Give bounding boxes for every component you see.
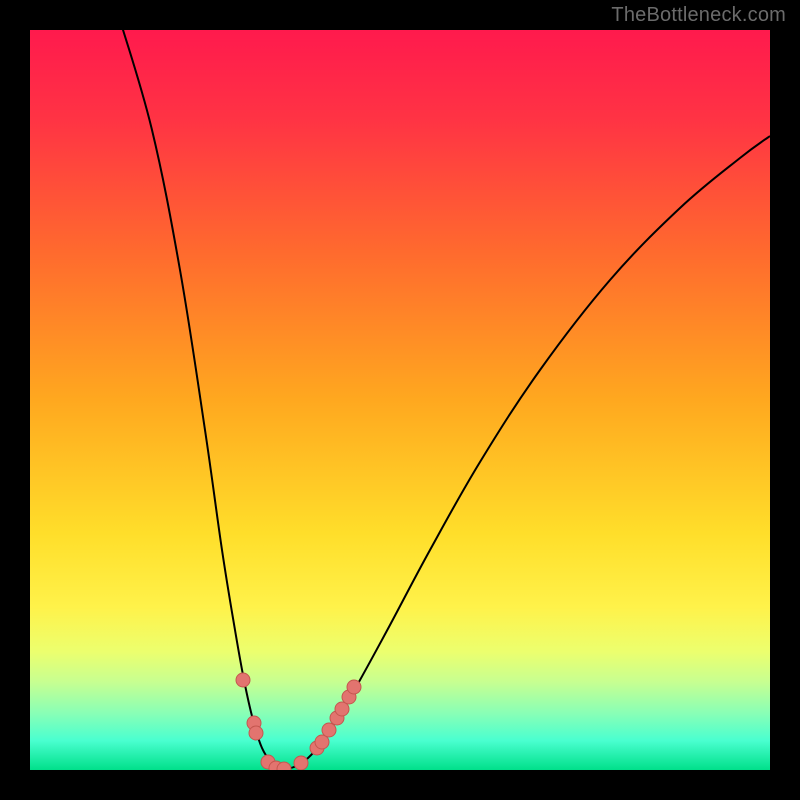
data-point-marker [249,726,263,740]
watermark-text: TheBottleneck.com [611,4,786,27]
bottleneck-curve-left [120,30,282,769]
data-point-marker [294,756,308,770]
bottleneck-curve-right [282,136,770,769]
data-point-marker [322,723,336,737]
data-point-marker [347,680,361,694]
data-markers [236,673,361,770]
plot-area [30,30,770,770]
curve-layer [30,30,770,770]
data-point-marker [236,673,250,687]
